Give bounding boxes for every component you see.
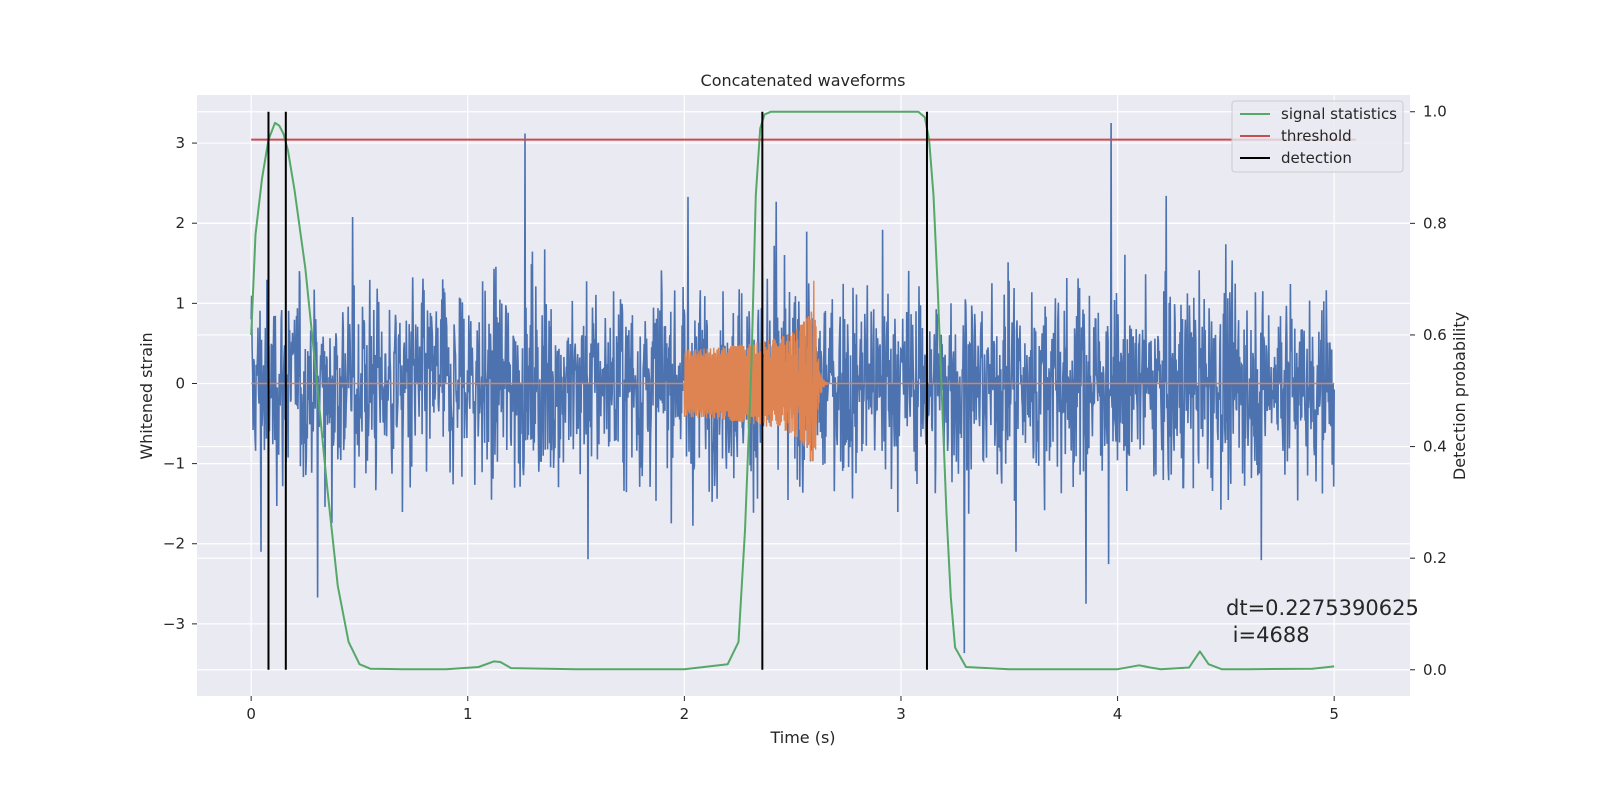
y2-tick-label: 0.2 <box>1423 549 1447 567</box>
chart-title: Concatenated waveforms <box>701 71 906 90</box>
legend: signal statistics threshold detection <box>1231 100 1404 173</box>
x-tick-label: 4 <box>1113 705 1123 723</box>
y-tick-label: −1 <box>163 455 185 473</box>
y2-tick-label: 1.0 <box>1423 103 1447 121</box>
y-tick-label: 0 <box>175 374 185 392</box>
legend-entry-detection: detection <box>1281 149 1352 167</box>
y2-tick-label: 0.0 <box>1423 661 1447 679</box>
y-tick-label: −3 <box>163 615 185 633</box>
x-axis-ticks: 0 1 2 3 4 5 <box>246 696 1339 723</box>
x-tick-label: 2 <box>680 705 690 723</box>
statistic-series <box>250 110 1335 671</box>
x-tick-label: 1 <box>463 705 473 723</box>
legend-entry-statistics: signal statistics <box>1281 105 1397 123</box>
y2-tick-label: 0.6 <box>1423 326 1447 344</box>
y-tick-label: −2 <box>163 535 185 553</box>
y-axis-ticks: 3 2 1 0 −1 −2 −3 <box>163 134 197 633</box>
y2-axis-label: Detection probability <box>1450 312 1469 480</box>
annotation-dt: dt=0.2275390625 <box>1226 596 1419 620</box>
y2-axis-ticks: 1.0 0.8 0.6 0.4 0.2 0.0 <box>1410 103 1447 679</box>
x-tick-label: 3 <box>896 705 906 723</box>
x-tick-label: 0 <box>246 705 256 723</box>
legend-box <box>1231 100 1404 173</box>
y2-tick-label: 0.4 <box>1423 438 1447 456</box>
waveform-series <box>251 280 1335 462</box>
annotation-index: i=4688 <box>1226 623 1310 647</box>
waveform-line <box>251 280 1335 462</box>
y-axis-label: Whitened strain <box>137 332 156 459</box>
legend-entry-threshold: threshold <box>1281 127 1352 145</box>
x-axis-label: Time (s) <box>769 728 835 747</box>
x-tick-label: 5 <box>1329 705 1339 723</box>
y-tick-label: 2 <box>175 214 185 232</box>
y2-tick-label: 0.8 <box>1423 214 1447 232</box>
detection-series <box>267 111 928 670</box>
y-tick-label: 1 <box>175 294 185 312</box>
statistics-line <box>250 110 1335 671</box>
y-tick-label: 3 <box>175 134 185 152</box>
